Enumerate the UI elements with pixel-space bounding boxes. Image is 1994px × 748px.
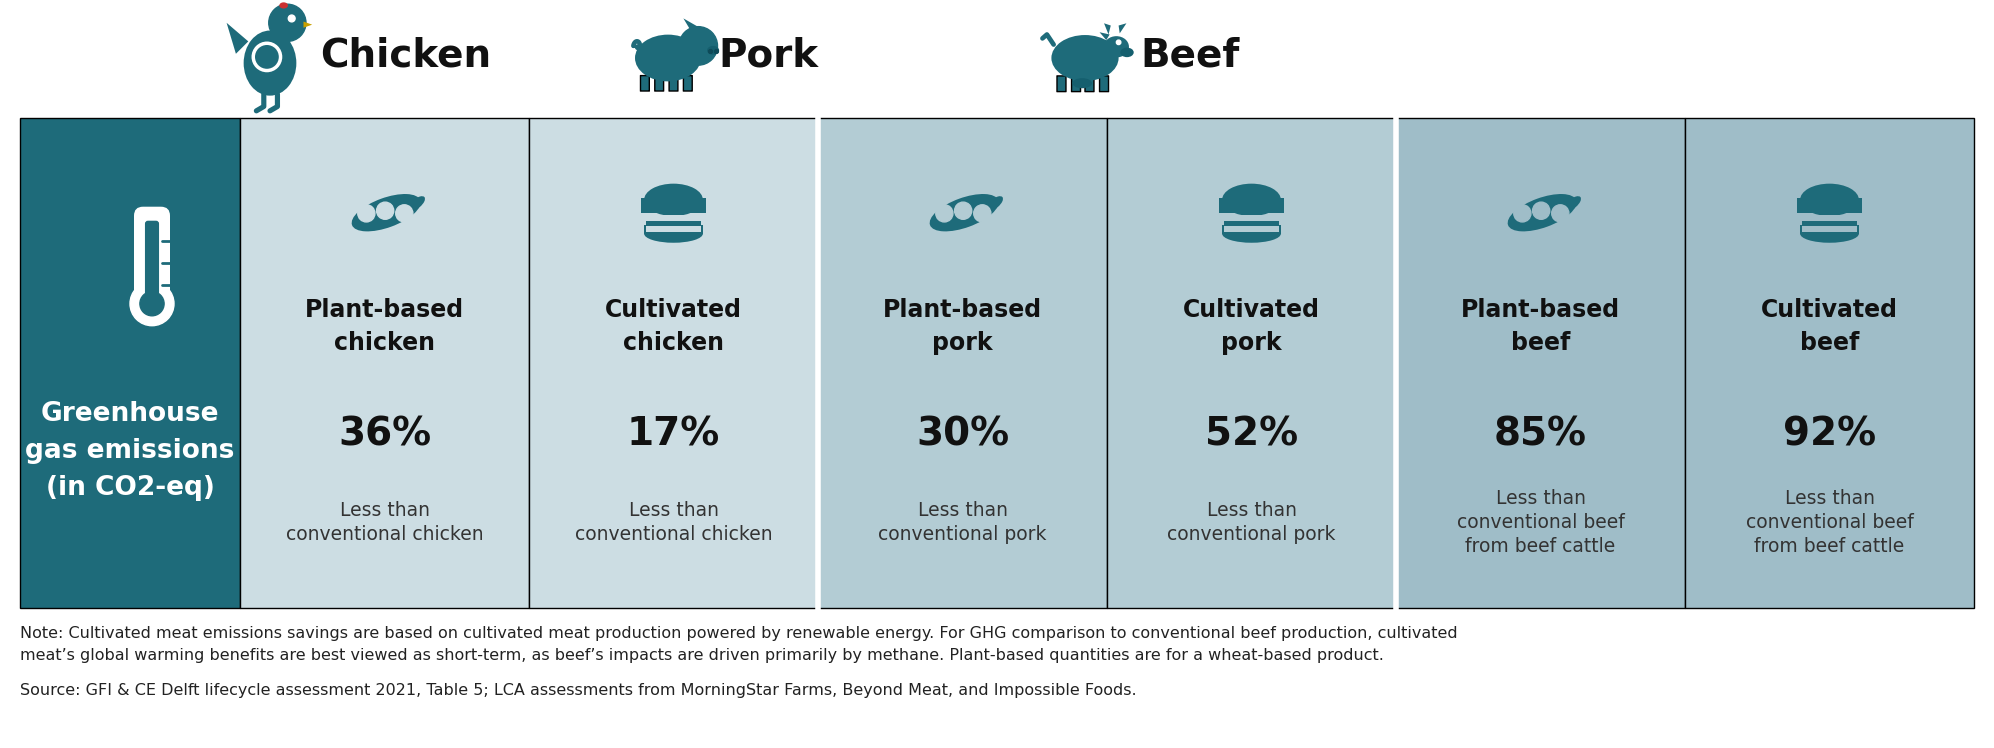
FancyBboxPatch shape	[1797, 198, 1862, 213]
Text: Greenhouse
gas emissions
(in CO2-eq): Greenhouse gas emissions (in CO2-eq)	[26, 401, 235, 501]
Polygon shape	[1105, 23, 1111, 34]
Ellipse shape	[987, 196, 1003, 211]
FancyBboxPatch shape	[654, 76, 664, 91]
Text: Less than
conventional chicken: Less than conventional chicken	[574, 500, 772, 544]
Ellipse shape	[1565, 196, 1581, 211]
FancyBboxPatch shape	[1801, 221, 1858, 227]
Ellipse shape	[1222, 184, 1280, 216]
FancyBboxPatch shape	[1218, 198, 1284, 213]
FancyBboxPatch shape	[1224, 227, 1280, 232]
Text: Beef: Beef	[1141, 36, 1238, 74]
Circle shape	[955, 202, 971, 219]
Text: 92%: 92%	[1783, 415, 1876, 453]
Text: Source: GFI & CE Delft lifecycle assessment 2021, Table 5; LCA assessments from : Source: GFI & CE Delft lifecycle assessm…	[20, 683, 1137, 698]
Ellipse shape	[351, 194, 421, 231]
Text: Cultivated
chicken: Cultivated chicken	[604, 298, 742, 355]
Text: 52%: 52%	[1204, 415, 1298, 453]
Circle shape	[377, 202, 393, 219]
FancyBboxPatch shape	[1801, 215, 1858, 221]
Polygon shape	[303, 22, 313, 28]
Text: Less than
conventional beef
from beef cattle: Less than conventional beef from beef ca…	[1458, 488, 1625, 556]
FancyBboxPatch shape	[646, 221, 702, 227]
Circle shape	[1513, 205, 1531, 222]
Ellipse shape	[1121, 48, 1135, 57]
Circle shape	[395, 205, 413, 222]
Polygon shape	[1119, 23, 1127, 34]
FancyBboxPatch shape	[1685, 118, 1974, 608]
Text: Plant-based
beef: Plant-based beef	[1462, 298, 1619, 355]
FancyBboxPatch shape	[1085, 76, 1095, 91]
Text: Plant-based
chicken: Plant-based chicken	[305, 298, 465, 355]
FancyBboxPatch shape	[20, 118, 239, 608]
Circle shape	[680, 27, 718, 65]
FancyBboxPatch shape	[1222, 225, 1280, 234]
FancyBboxPatch shape	[640, 76, 650, 91]
FancyBboxPatch shape	[1801, 225, 1858, 234]
Ellipse shape	[1073, 78, 1093, 88]
FancyBboxPatch shape	[239, 118, 528, 608]
Ellipse shape	[1507, 194, 1577, 231]
Polygon shape	[684, 19, 698, 29]
Circle shape	[357, 205, 375, 222]
FancyBboxPatch shape	[684, 76, 692, 91]
Ellipse shape	[279, 2, 287, 8]
Text: Cultivated
beef: Cultivated beef	[1761, 298, 1898, 355]
Ellipse shape	[929, 194, 999, 231]
Ellipse shape	[1801, 184, 1858, 216]
Text: Chicken: Chicken	[319, 36, 491, 74]
Text: Cultivated
pork: Cultivated pork	[1182, 298, 1320, 355]
FancyBboxPatch shape	[642, 198, 706, 213]
FancyBboxPatch shape	[1396, 118, 1685, 608]
Text: 36%: 36%	[337, 415, 431, 453]
Circle shape	[1117, 40, 1121, 45]
Ellipse shape	[644, 224, 704, 243]
FancyBboxPatch shape	[1107, 118, 1396, 608]
FancyBboxPatch shape	[646, 227, 702, 232]
Circle shape	[1551, 205, 1569, 222]
FancyBboxPatch shape	[1224, 215, 1280, 221]
Text: Note: Cultivated meat emissions savings are based on cultivated meat production : Note: Cultivated meat emissions savings …	[20, 626, 1458, 663]
Text: Less than
conventional chicken: Less than conventional chicken	[285, 500, 483, 544]
FancyBboxPatch shape	[146, 221, 160, 297]
FancyBboxPatch shape	[1057, 76, 1067, 91]
FancyBboxPatch shape	[646, 215, 702, 221]
FancyBboxPatch shape	[1099, 76, 1109, 91]
Circle shape	[130, 282, 173, 325]
Ellipse shape	[1801, 224, 1858, 243]
Circle shape	[289, 15, 295, 22]
FancyBboxPatch shape	[528, 118, 818, 608]
Ellipse shape	[644, 184, 704, 216]
Circle shape	[973, 205, 991, 222]
Ellipse shape	[409, 196, 425, 211]
Text: Less than
conventional pork: Less than conventional pork	[877, 500, 1047, 544]
FancyBboxPatch shape	[818, 118, 1107, 608]
Circle shape	[269, 4, 305, 41]
FancyBboxPatch shape	[644, 225, 704, 234]
Text: 30%: 30%	[915, 415, 1009, 453]
Ellipse shape	[1051, 35, 1119, 81]
Text: Less than
conventional pork: Less than conventional pork	[1166, 500, 1336, 544]
Polygon shape	[1099, 32, 1109, 40]
FancyBboxPatch shape	[670, 76, 678, 91]
Ellipse shape	[243, 31, 297, 96]
Ellipse shape	[634, 34, 702, 82]
FancyBboxPatch shape	[134, 206, 169, 313]
Circle shape	[935, 205, 953, 222]
Circle shape	[140, 292, 164, 316]
Circle shape	[1533, 202, 1549, 219]
Ellipse shape	[1222, 224, 1280, 243]
Text: Plant-based
pork: Plant-based pork	[883, 298, 1043, 355]
FancyBboxPatch shape	[1224, 221, 1280, 227]
FancyBboxPatch shape	[1071, 76, 1081, 91]
Ellipse shape	[708, 46, 720, 55]
Text: Less than
conventional beef
from beef cattle: Less than conventional beef from beef ca…	[1745, 488, 1914, 556]
Ellipse shape	[249, 46, 281, 68]
FancyBboxPatch shape	[1801, 227, 1858, 232]
Polygon shape	[227, 22, 249, 54]
Text: 85%: 85%	[1494, 415, 1587, 453]
Text: 17%: 17%	[626, 415, 720, 453]
Ellipse shape	[1105, 36, 1129, 58]
Text: Pork: Pork	[718, 36, 818, 74]
